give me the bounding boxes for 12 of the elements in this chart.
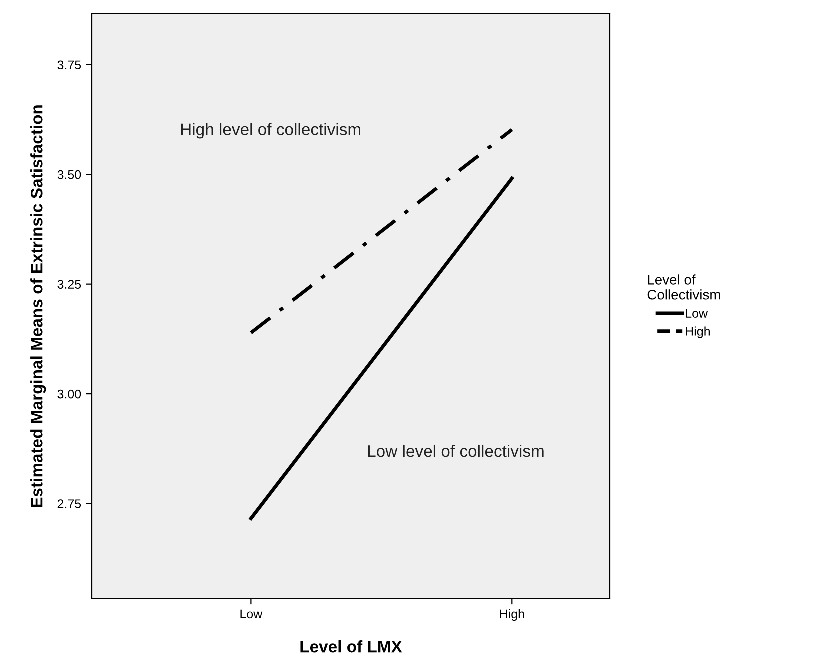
x-axis-title: Level of LMX bbox=[300, 640, 402, 653]
y-tick-label: 3.75 bbox=[58, 60, 82, 70]
annotation: Low level of collectivism bbox=[368, 444, 544, 458]
legend-label: High bbox=[686, 326, 710, 338]
legend-title: Level of Collectivism bbox=[648, 274, 720, 300]
y-tick-label: 3.25 bbox=[58, 280, 82, 289]
y-axis-title: Estimated Marginal Means of Extrinsic Satisfaction bbox=[30, 106, 46, 508]
legend-label: Low bbox=[686, 309, 708, 318]
y-tick-label: 2.75 bbox=[58, 500, 82, 508]
annotation: High level of collectivism bbox=[181, 123, 361, 139]
y-tick-label: 3.50 bbox=[58, 170, 82, 180]
y-tick-label: 3.00 bbox=[58, 390, 82, 399]
